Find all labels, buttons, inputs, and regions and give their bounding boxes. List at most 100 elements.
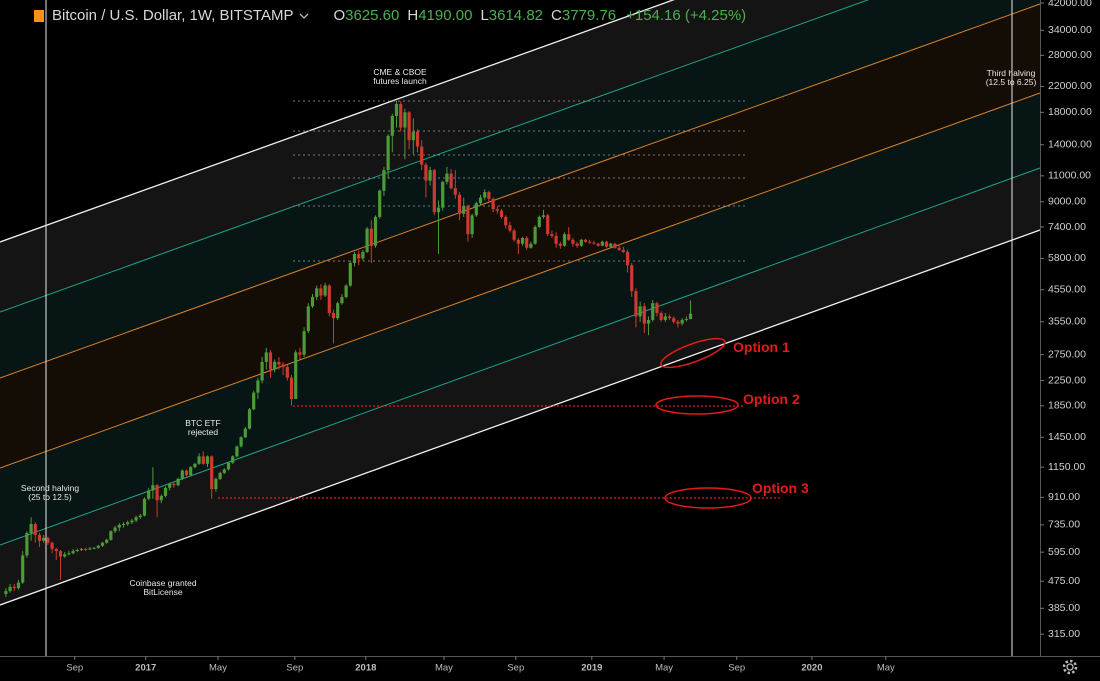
candle-body <box>138 515 142 518</box>
candle-body <box>617 247 621 250</box>
candle-body <box>155 485 159 501</box>
candle-body <box>273 361 277 370</box>
y-tick-label: 7400.00 <box>1048 221 1086 233</box>
candle-body <box>252 392 256 410</box>
candle-body <box>638 306 642 317</box>
x-tick-label: Sep <box>728 663 745 674</box>
candle-body <box>268 352 273 370</box>
candle-body <box>277 361 281 365</box>
candle-body <box>630 265 634 292</box>
candle-body <box>12 586 16 589</box>
candle-body <box>117 524 121 528</box>
candle-body <box>96 545 100 548</box>
y-tick-label: 22000.00 <box>1048 80 1092 92</box>
candles <box>4 100 693 598</box>
candle-body <box>470 215 474 235</box>
candle-body <box>222 469 226 473</box>
candle-body <box>373 216 378 246</box>
candle-body <box>399 104 403 128</box>
settings-icon[interactable] <box>1062 659 1078 675</box>
symbol-name[interactable]: Bitcoin / U.S. Dollar, 1W, BITSTAMP <box>52 7 294 24</box>
candle-body <box>16 582 21 589</box>
candle-body <box>390 115 394 136</box>
candle-body <box>21 555 25 583</box>
annotation-line: Coinbase granted <box>129 578 196 588</box>
candle-body <box>537 216 541 227</box>
candle-body <box>75 550 79 552</box>
candle-body <box>84 548 88 550</box>
candle-body <box>205 456 210 464</box>
annotation: BTC ETF rejected <box>185 418 220 437</box>
candle-body <box>298 352 302 355</box>
candle-body <box>365 228 369 252</box>
candle-body <box>4 591 8 595</box>
annotation: CME & CBOE futures launch <box>373 67 427 86</box>
candle-body <box>369 228 373 246</box>
candle-body <box>676 321 680 324</box>
candle-body <box>176 478 180 486</box>
ohlc-value: 3625.60 <box>345 7 400 24</box>
candle-body <box>264 352 268 362</box>
x-tick-label: 2018 <box>355 663 376 674</box>
y-tick-label: 9000.00 <box>1048 196 1086 208</box>
candle-body <box>478 197 483 204</box>
candle-body <box>634 291 638 317</box>
ohlc-key: L <box>480 7 489 24</box>
candle-body <box>172 483 176 486</box>
annotation-line: Third halving <box>987 68 1036 78</box>
candle-body <box>558 243 562 246</box>
option-circle <box>655 395 739 415</box>
candle-body <box>516 239 520 244</box>
candle-body <box>529 243 533 248</box>
ohlc-key: O <box>333 7 346 24</box>
annotation-line: (12.5 to 6.25) <box>986 77 1037 87</box>
axes: 42000.00 34000.00 28000.00 22000.00 18000.00… <box>66 0 1092 674</box>
candle-body <box>71 551 75 554</box>
candle-body <box>525 237 529 248</box>
annotation-line: BTC ETF <box>185 418 220 428</box>
candle-body <box>319 288 323 296</box>
candle-body <box>121 524 126 526</box>
candle-body <box>126 522 130 525</box>
x-tick-label: May <box>877 663 895 674</box>
candle-body <box>323 285 327 296</box>
candle-body <box>541 215 546 217</box>
candle-body <box>672 318 676 322</box>
candle-body <box>142 498 147 516</box>
candle-body <box>193 463 197 468</box>
candle-body <box>415 131 420 147</box>
candle-body <box>407 112 411 141</box>
candle-body <box>201 456 205 464</box>
annotation-line: Second halving <box>21 483 79 493</box>
candle-body <box>533 226 537 244</box>
candle-body <box>357 254 361 259</box>
candle-body <box>579 239 583 246</box>
candle-body <box>436 207 441 213</box>
y-tick-label: 34000.00 <box>1048 24 1092 36</box>
y-tick-label: 11000.00 <box>1048 170 1091 182</box>
channel-line <box>0 229 1041 606</box>
candle-body <box>562 234 567 246</box>
ohlc-value: 3779.76 <box>561 7 617 24</box>
candle-body <box>289 377 294 400</box>
x-tick-label: May <box>435 663 453 674</box>
candle-body <box>508 225 512 231</box>
y-tick-label: 3550.00 <box>1048 316 1086 328</box>
candle-body <box>600 241 604 246</box>
candle-body <box>340 297 344 304</box>
band <box>0 168 1040 605</box>
x-tick-label: 2020 <box>801 663 822 674</box>
candle-body <box>54 548 58 552</box>
candle-body <box>42 537 46 541</box>
channel-line <box>0 92 1041 469</box>
candle-body <box>92 547 96 549</box>
y-tick-label: 18000.00 <box>1048 106 1092 118</box>
dropdown-arrow[interactable] <box>297 11 311 21</box>
candle-body <box>688 313 693 320</box>
candle-body <box>449 173 453 189</box>
candle-body <box>310 297 315 307</box>
candle-body <box>487 192 491 199</box>
candle-body <box>466 206 470 235</box>
annotation: Coinbase granted BitLicense <box>129 578 196 597</box>
candle-body <box>33 524 37 535</box>
